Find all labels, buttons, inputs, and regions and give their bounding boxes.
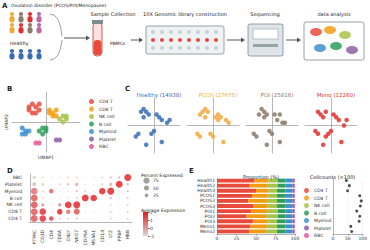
svg-text:Average Expression: Average Expression bbox=[141, 208, 185, 213]
svg-text:Myeloid: Myeloid bbox=[5, 189, 23, 194]
svg-text:Myeloid: Myeloid bbox=[314, 218, 332, 223]
svg-text:50: 50 bbox=[345, 236, 351, 241]
svg-text:Health3: Health3 bbox=[197, 188, 215, 194]
svg-text:1: 1 bbox=[150, 218, 153, 223]
svg-text:CD79A: CD79A bbox=[83, 229, 88, 245]
svg-text:PTPRC: PTPRC bbox=[32, 230, 37, 244]
svg-text:MS4A1: MS4A1 bbox=[91, 230, 96, 246]
svg-text:CD4 T: CD4 T bbox=[8, 216, 22, 221]
svg-text:B: B bbox=[7, 85, 12, 93]
svg-text:E: E bbox=[189, 167, 194, 175]
svg-text:0: 0 bbox=[216, 236, 219, 241]
svg-text:A: A bbox=[2, 2, 8, 10]
svg-text:25: 25 bbox=[153, 193, 159, 198]
svg-text:Meno2: Meno2 bbox=[200, 229, 215, 234]
svg-text:RBC: RBC bbox=[314, 233, 323, 238]
svg-text:POI (25816): POI (25816) bbox=[261, 92, 294, 98]
svg-text:HBB: HBB bbox=[125, 230, 130, 240]
svg-text:Proportion (%): Proportion (%) bbox=[243, 174, 279, 181]
svg-text:NKG7: NKG7 bbox=[74, 230, 79, 243]
svg-text:PBMCs: PBMCs bbox=[110, 41, 126, 46]
svg-text:UMAP1: UMAP1 bbox=[38, 155, 54, 160]
svg-text:Meno (12260): Meno (12260) bbox=[317, 92, 356, 98]
svg-text:75: 75 bbox=[273, 236, 279, 241]
svg-text:PCOS1: PCOS1 bbox=[199, 193, 215, 199]
svg-text:0: 0 bbox=[150, 226, 153, 231]
svg-text:50: 50 bbox=[153, 186, 159, 191]
svg-text:B cell: B cell bbox=[10, 196, 22, 201]
svg-text:UMAP2: UMAP2 bbox=[4, 114, 9, 130]
svg-text:CD3D: CD3D bbox=[40, 229, 45, 242]
svg-text:10X Genomic library constructi: 10X Genomic library construction bbox=[143, 11, 227, 18]
svg-text:B cell: B cell bbox=[314, 211, 326, 216]
svg-text:NK cell: NK cell bbox=[314, 203, 330, 208]
svg-text:100: 100 bbox=[358, 236, 367, 241]
svg-text:Health1: Health1 bbox=[197, 178, 215, 183]
svg-text:data analysis: data analysis bbox=[317, 11, 350, 18]
svg-text:PPBP: PPBP bbox=[117, 230, 122, 242]
svg-text:100: 100 bbox=[291, 236, 300, 241]
svg-text:CD14: CD14 bbox=[100, 230, 105, 242]
svg-text:Cellcounts (×100): Cellcounts (×100) bbox=[310, 174, 355, 180]
svg-text:Platelet: Platelet bbox=[99, 137, 116, 142]
svg-text:Sequencing: Sequencing bbox=[250, 11, 279, 18]
svg-text:Platelet: Platelet bbox=[5, 182, 22, 187]
svg-text:C: C bbox=[125, 85, 130, 93]
svg-text:Health2: Health2 bbox=[197, 183, 215, 189]
svg-text:-1: -1 bbox=[150, 234, 155, 239]
svg-text:D: D bbox=[7, 167, 13, 175]
svg-text:CD4 T: CD4 T bbox=[99, 99, 113, 104]
svg-text:Ovulation disorder (PCOS/POI/M: Ovulation disorder (PCOS/POI/Menopause) bbox=[11, 3, 106, 8]
svg-text:POI2: POI2 bbox=[204, 213, 215, 219]
svg-text:PCOS (27675): PCOS (27675) bbox=[199, 92, 238, 98]
svg-text:CD8 T: CD8 T bbox=[314, 196, 328, 201]
svg-text:PCOS2: PCOS2 bbox=[199, 198, 215, 204]
svg-text:LYZ: LYZ bbox=[108, 230, 113, 238]
svg-text:CD4 T: CD4 T bbox=[314, 188, 328, 193]
svg-text:Platelet: Platelet bbox=[314, 226, 331, 231]
svg-text:CD8 T: CD8 T bbox=[8, 209, 22, 214]
svg-text:PCOS3: PCOS3 bbox=[199, 203, 215, 209]
svg-text:Healthy: Healthy bbox=[10, 41, 29, 46]
svg-text:CD8 T: CD8 T bbox=[99, 107, 113, 112]
svg-text:Myeloid: Myeloid bbox=[99, 129, 117, 134]
svg-text:50: 50 bbox=[253, 236, 259, 241]
svg-text:POI3: POI3 bbox=[204, 218, 215, 224]
svg-text:0: 0 bbox=[332, 236, 335, 241]
svg-text:RBC: RBC bbox=[13, 175, 22, 180]
svg-text:GNLY: GNLY bbox=[66, 230, 71, 242]
svg-text:25: 25 bbox=[234, 236, 240, 241]
svg-text:POI1: POI1 bbox=[204, 208, 215, 214]
svg-text:75: 75 bbox=[153, 178, 159, 183]
svg-text:CD8A: CD8A bbox=[57, 229, 62, 242]
svg-text:NK cell: NK cell bbox=[7, 202, 23, 207]
svg-text:RBC: RBC bbox=[99, 144, 108, 149]
svg-text:NK cell: NK cell bbox=[99, 114, 115, 119]
svg-text:B cell: B cell bbox=[99, 122, 111, 127]
svg-text:CD4: CD4 bbox=[49, 230, 54, 240]
svg-text:Percent Expressed: Percent Expressed bbox=[141, 173, 183, 178]
svg-text:Meno1: Meno1 bbox=[199, 223, 215, 229]
svg-text:Sample Collection: Sample Collection bbox=[90, 11, 135, 18]
svg-text:Healthy (14938): Healthy (14938) bbox=[137, 92, 182, 99]
